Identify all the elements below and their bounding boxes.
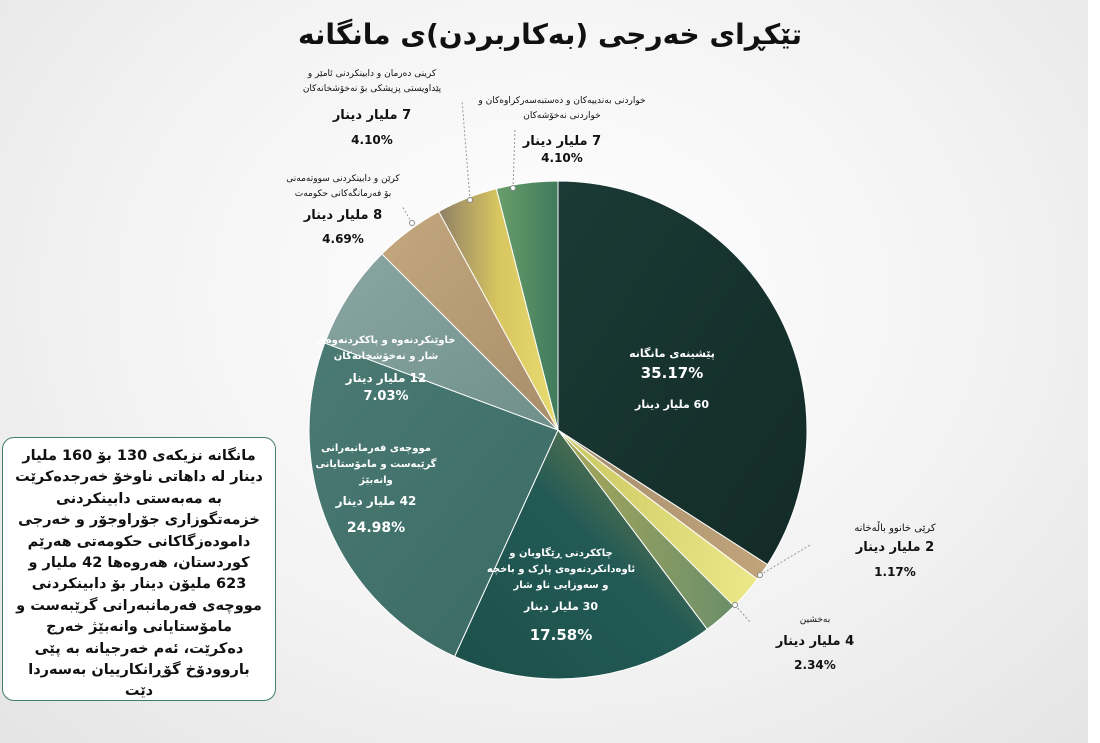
slice-label-10: خواردنی بەندییەکان و دەستبەسەرکراوەکان و… — [477, 96, 645, 165]
leader-dot-3 — [732, 602, 738, 608]
leader-line-8 — [401, 205, 413, 224]
slice-label-3: بەخشین 4 ملیار دینار 2.34% — [775, 615, 854, 672]
slice-percent-label: 35.17% — [641, 364, 703, 382]
slice-percent-label: 4.69% — [322, 232, 364, 246]
slice-category-label: بۆ فەرمانگەکانی حکومەت — [295, 187, 392, 199]
pie-slice-1 — [557, 180, 808, 566]
page-title: تێکڕای خەرجی (بەکاربردن)ی مانگانە — [297, 18, 803, 51]
slice-percent-label: 24.98% — [347, 520, 405, 536]
leader-line-9 — [461, 99, 471, 201]
slice-value-label: 7 ملیار دینار — [332, 108, 411, 123]
slice-category-label: خاوێنکردنەوە و پاککردنەوەی — [317, 335, 456, 346]
leader-dot-9 — [467, 197, 473, 203]
leader-line-10 — [512, 129, 516, 189]
pie-slice-6 — [308, 342, 559, 658]
slice-category-label: کرینی دەرمان و دابینکردنی ئامێر و — [307, 69, 437, 79]
pie-slice-7 — [324, 253, 559, 431]
slice-category-label: مووچەی فەرمانبەرانی — [321, 443, 431, 454]
slice-category-label: وانەبێژ — [358, 475, 393, 486]
summary-note: مانگانە نزیکەی 130 بۆ 160 ملیار دینار لە… — [2, 437, 276, 701]
slice-percent-label: 1.17% — [874, 565, 916, 579]
leader-dot-2 — [757, 572, 763, 578]
slice-label-9: کرینی دەرمان و دابینکردنی ئامێر و پێداویس… — [303, 69, 442, 147]
slice-percent-label: 4.10% — [351, 133, 393, 147]
slice-value-label: 30 ملیار دینار — [523, 600, 598, 613]
slice-value-label: 60 ملیار دینار — [634, 398, 709, 411]
summary-note-text: مانگانە نزیکەی 130 بۆ 160 ملیار دینار لە… — [15, 448, 263, 700]
slice-label-8: کرێن و دابینکردنی سووتەمەنی بۆ فەرمانگەکا… — [286, 174, 400, 246]
slice-category-label: ئاوەدانکردنەوەی پارک و باخچە — [487, 564, 635, 575]
slice-category-label: پێداویستی پزیشکی بۆ نەخۆشخانەکان — [303, 84, 442, 94]
slice-value-label: 4 ملیار دینار — [775, 634, 854, 649]
slice-category-label: کرێی خانوو باڵەخانە — [854, 521, 936, 534]
slice-label-2: کرێی خانوو باڵەخانە 2 ملیار دینار 1.17% — [854, 521, 936, 579]
slice-category-label: و سەوزایی ناو شار — [513, 580, 609, 591]
slice-category-label: کرێن و دابینکردنی سووتەمەنی — [286, 174, 400, 184]
pie-slice-10 — [495, 180, 559, 431]
leader-line-3 — [734, 604, 751, 623]
slice-label-7: خاوێنکردنەوە و پاککردنەوەی شار و نەخۆشخان… — [317, 335, 456, 404]
slice-value-label: 12 ملیار دینار — [345, 371, 427, 385]
slice-category-label: گرێبەست و مامۆستایانی — [316, 457, 437, 470]
leader-dot-10 — [510, 185, 516, 191]
slice-value-label: 2 ملیار دینار — [855, 540, 934, 555]
slice-percent-label: 17.58% — [530, 626, 592, 644]
slice-category-label: خواردنی نەخۆشەکان — [523, 111, 600, 121]
slice-value-label: 8 ملیار دینار — [303, 208, 382, 223]
slice-category-label: پێشینەی مانگانە — [629, 347, 715, 360]
slice-category-label: چاککردنی ڕێگاوبان و — [508, 546, 612, 559]
page-edge-strip — [1088, 0, 1100, 743]
slice-label-1: پێشینەی مانگانە 60 ملیار دینار 35.17% — [629, 347, 715, 411]
leader-line-2 — [759, 544, 811, 576]
slice-percent-label: 2.34% — [794, 658, 836, 672]
leader-dot-8 — [409, 220, 415, 226]
pie-slice-5 — [453, 429, 708, 680]
slice-label-5: چاککردنی ڕێگاوبان و ئاوەدانکردنەوەی پارک … — [487, 546, 635, 644]
slice-label-6: مووچەی فەرمانبەرانی گرێبەست و مامۆستایانی… — [316, 443, 437, 536]
slice-value-label: 42 ملیار دینار — [335, 494, 417, 508]
slice-value-label: 7 ملیار دینار — [522, 134, 601, 149]
slice-percent-label: 4.10% — [541, 151, 583, 165]
slice-percent-label: 7.03% — [363, 389, 408, 404]
slice-category-label: بەخشین — [800, 615, 831, 625]
slice-category-label: خواردنی بەندییەکان و دەستبەسەرکراوەکان و — [477, 96, 645, 106]
slice-category-label: شار و نەخۆشخانەکان — [334, 351, 439, 362]
